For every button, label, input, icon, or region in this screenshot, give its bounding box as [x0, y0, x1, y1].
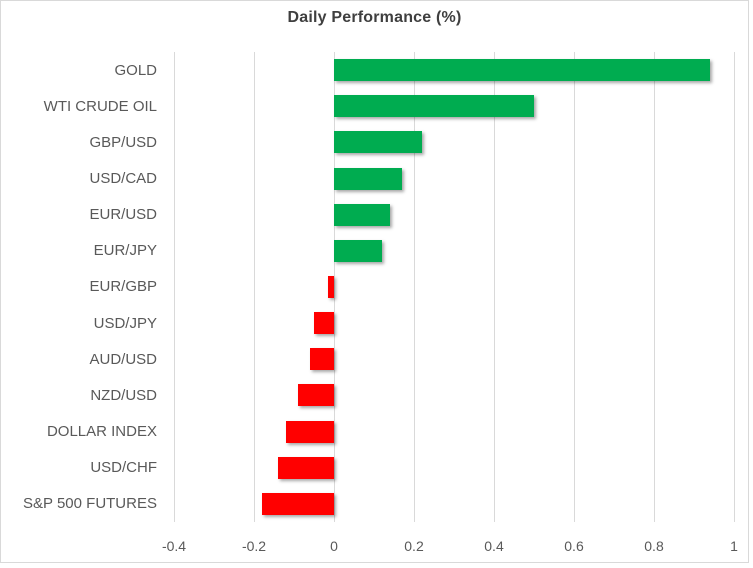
x-tick-label: 0.6 — [564, 538, 584, 554]
bar-usd-jpy — [314, 312, 334, 335]
gridline — [653, 52, 655, 522]
bar-wti-crude-oil — [334, 95, 534, 118]
x-tick-label: 0.4 — [484, 538, 504, 554]
bar-eur-jpy — [334, 239, 382, 262]
category-label-s-p-500-futures: S&P 500 FUTURES — [23, 495, 157, 513]
gridline — [573, 52, 575, 522]
bar-dollar-index — [286, 420, 334, 443]
bar-s-p-500-futures — [262, 492, 334, 515]
x-tick-label: -0.4 — [161, 538, 187, 554]
x-tick-label: 0.2 — [404, 538, 424, 554]
category-label-dollar-index: DOLLAR INDEX — [46, 423, 157, 441]
category-label-gold: GOLD — [114, 61, 157, 79]
gridline — [733, 52, 735, 522]
x-tick-label: 1 — [730, 538, 738, 554]
gridline — [173, 52, 175, 522]
category-label-nzd-usd: NZD/USD — [90, 386, 157, 404]
bar-aud-usd — [310, 348, 334, 371]
bar-gold — [334, 59, 710, 82]
gridline — [413, 52, 415, 522]
gridline — [493, 52, 495, 522]
category-label-eur-usd: EUR/USD — [89, 206, 157, 224]
bar-gbp-usd — [334, 131, 422, 154]
category-label-usd-cad: USD/CAD — [89, 170, 157, 188]
bar-eur-gbp — [328, 276, 334, 298]
category-label-usd-chf: USD/CHF — [90, 459, 157, 477]
x-tick-label: 0.8 — [644, 538, 664, 554]
category-label-wti-crude-oil: WTI CRUDE OIL — [43, 97, 157, 115]
category-label-eur-jpy: EUR/JPY — [93, 242, 157, 260]
gridline — [333, 52, 335, 522]
x-tick-label: -0.2 — [241, 538, 267, 554]
x-tick-label: 0 — [330, 538, 338, 554]
bar-usd-cad — [334, 167, 402, 190]
bar-usd-chf — [278, 456, 334, 479]
category-label-aud-usd: AUD/USD — [89, 350, 157, 368]
bar-eur-usd — [334, 203, 390, 226]
category-label-gbp-usd: GBP/USD — [89, 133, 157, 151]
bar-nzd-usd — [298, 384, 334, 407]
category-label-usd-jpy: USD/JPY — [93, 314, 157, 332]
category-label-eur-gbp: EUR/GBP — [89, 278, 157, 296]
chart-title: Daily Performance (%) — [287, 9, 462, 26]
gridline — [253, 52, 255, 522]
